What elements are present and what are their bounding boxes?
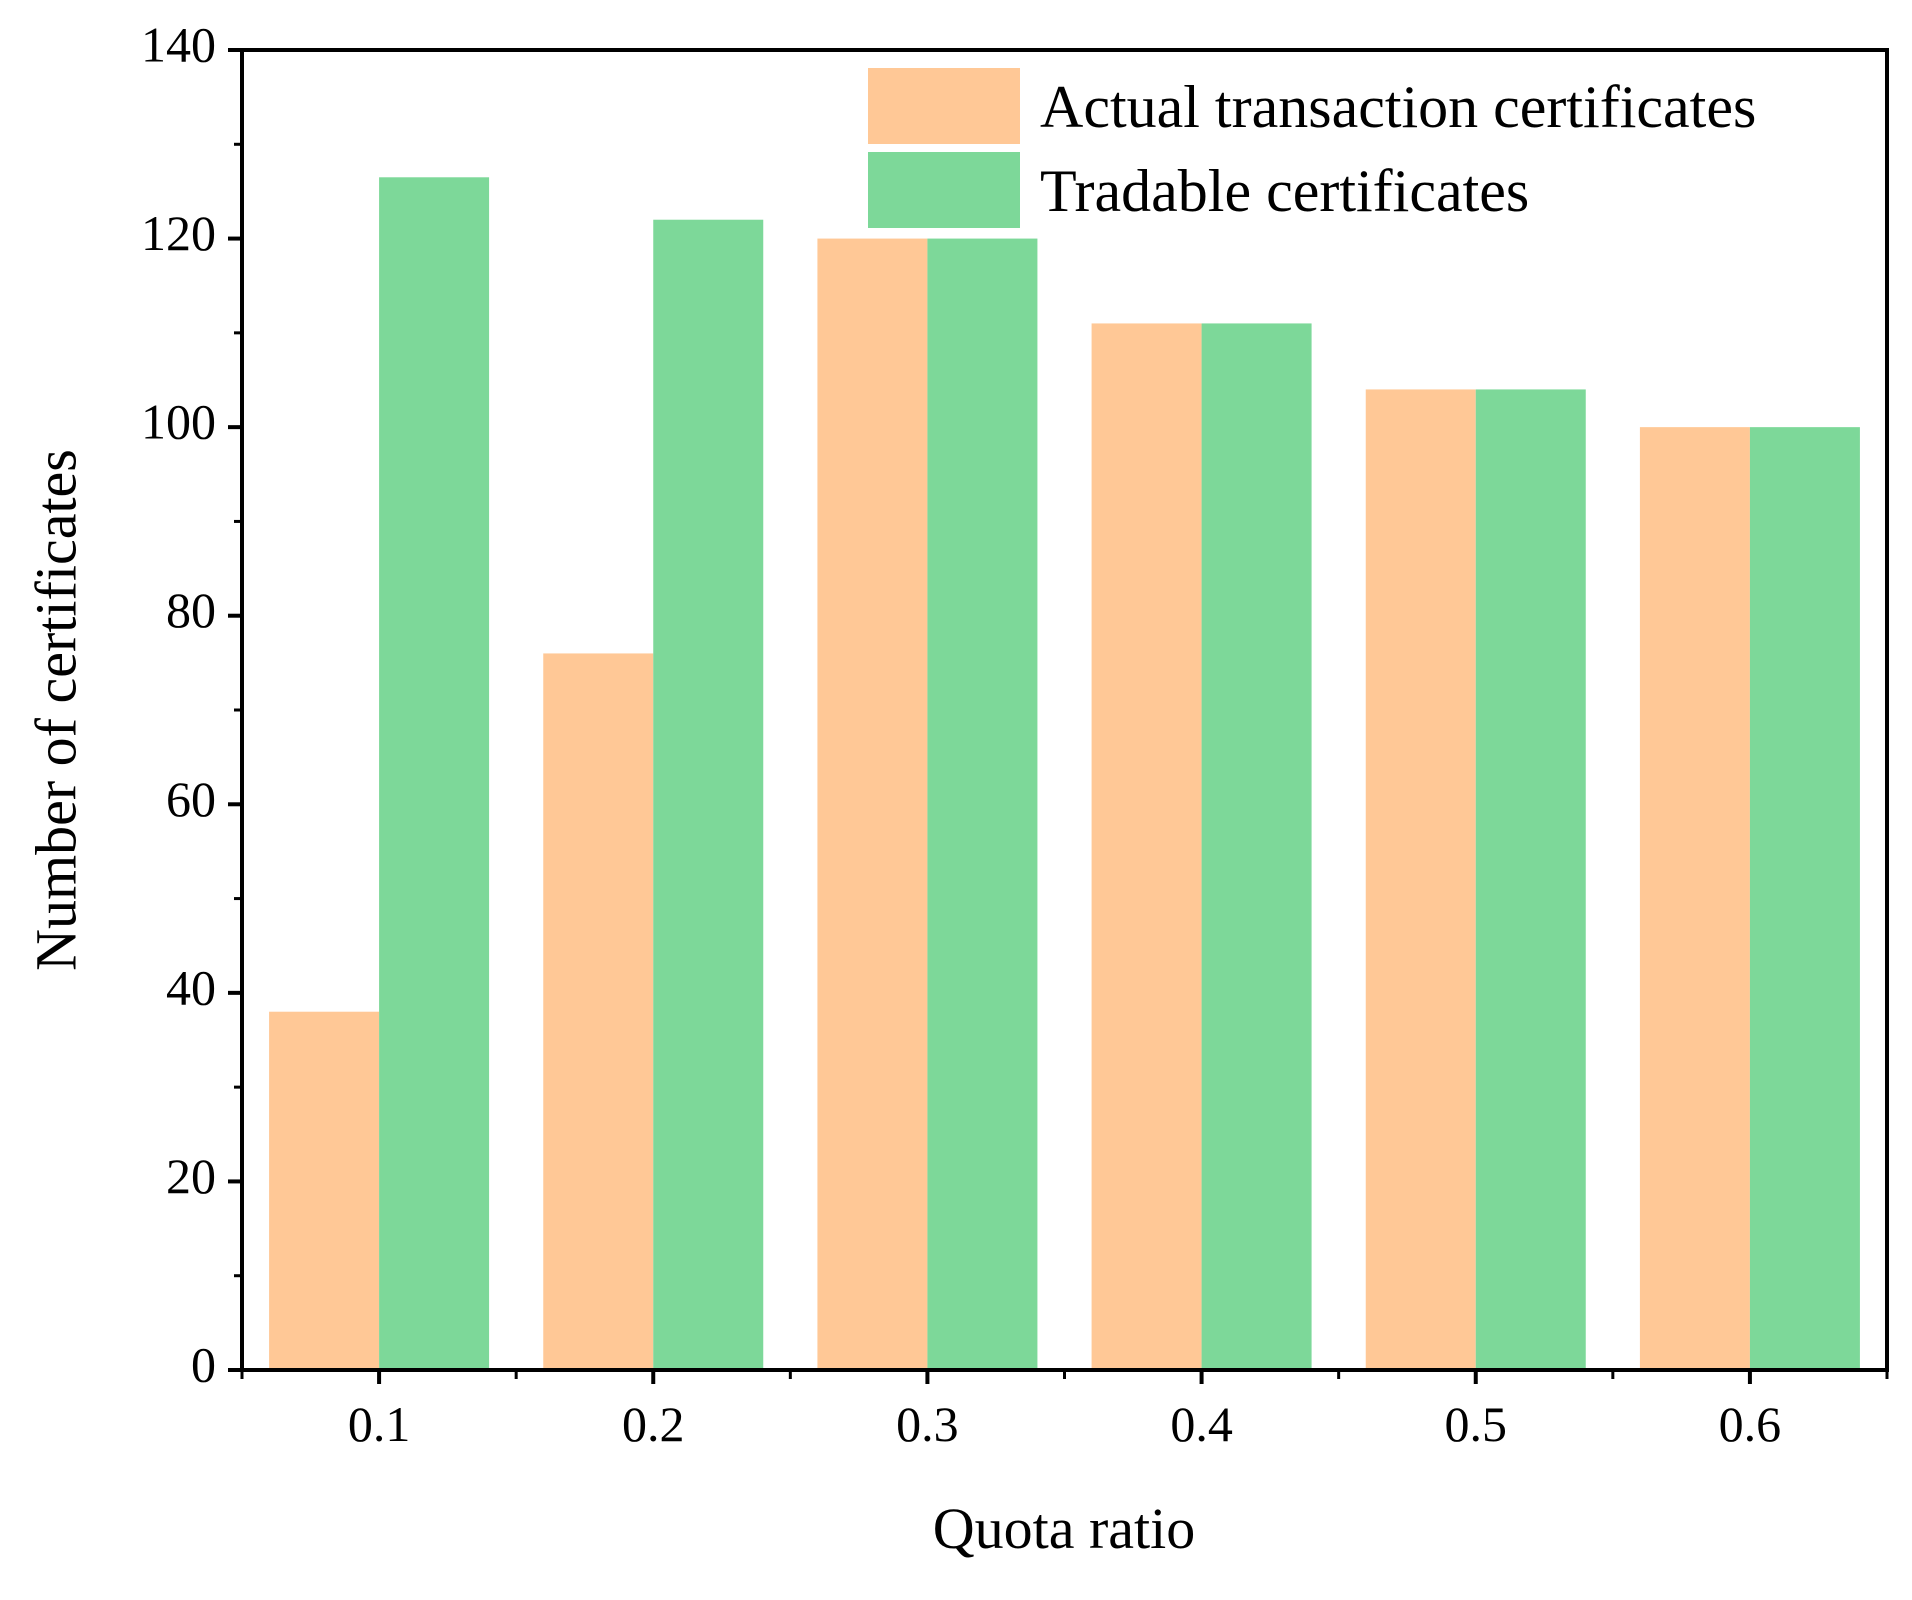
legend-swatch-tradable	[868, 152, 1020, 228]
legend-swatch-actual	[868, 68, 1020, 144]
bar-actual-0.2	[543, 653, 654, 1370]
legend-label-actual: Actual transaction certificates	[1040, 74, 1756, 140]
bar-tradable-0.6	[1749, 427, 1860, 1371]
bar-tradable-0.2	[653, 219, 764, 1371]
y-tick-label: 0	[191, 1336, 216, 1392]
legend: Actual transaction certificates Tradable…	[868, 68, 1756, 228]
x-tick-label: 0.1	[348, 1396, 411, 1452]
bar-actual-0.3	[817, 238, 928, 1371]
bar-tradable-0.3	[927, 238, 1038, 1371]
x-tick-label: 0.2	[622, 1396, 685, 1452]
x-tick-label: 0.6	[1719, 1396, 1782, 1452]
y-tick-label: 20	[166, 1148, 216, 1204]
legend-label-tradable: Tradable certificates	[1040, 158, 1529, 224]
y-tick-label: 100	[141, 394, 216, 450]
bar-actual-0.1	[269, 1011, 380, 1370]
x-tick-label: 0.4	[1170, 1396, 1233, 1452]
y-tick-label: 40	[166, 959, 216, 1015]
bar-actual-0.6	[1639, 427, 1750, 1371]
bar-tradable-0.4	[1201, 323, 1312, 1370]
bar-tradable-0.5	[1475, 389, 1586, 1370]
y-tick-label: 80	[166, 582, 216, 638]
x-tick-label: 0.3	[896, 1396, 959, 1452]
bars-group	[269, 177, 1860, 1371]
x-axis-title: Quota ratio	[933, 1496, 1196, 1561]
x-axis: 0.1 0.2 0.3 0.4 0.5 0.6	[240, 1370, 1889, 1452]
y-axis: 0 20 40 60 80 100 120 140	[141, 16, 242, 1392]
bar-actual-0.5	[1365, 389, 1476, 1370]
y-tick-label: 120	[141, 205, 216, 261]
y-axis-title: Number of certificates	[23, 449, 88, 971]
bar-tradable-0.1	[379, 177, 490, 1370]
bar-actual-0.4	[1091, 323, 1202, 1370]
y-tick-label: 140	[141, 16, 216, 72]
y-tick-label: 60	[166, 771, 216, 827]
x-tick-label: 0.5	[1445, 1396, 1508, 1452]
